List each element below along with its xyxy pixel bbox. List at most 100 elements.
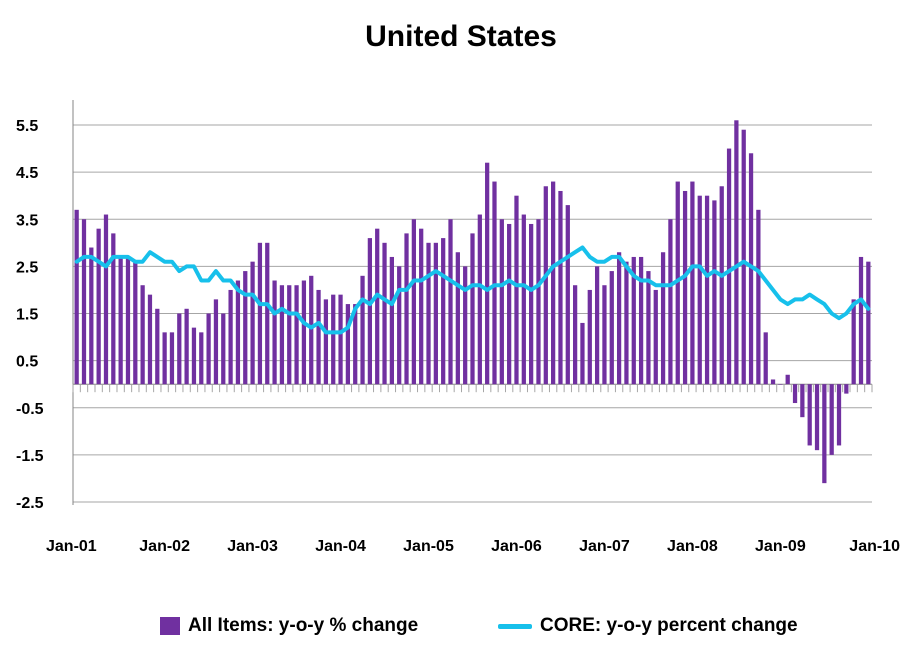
bar <box>653 289 658 385</box>
bar <box>726 148 732 385</box>
chart-plot-area: 5.5 4.5 3.5 2.5 1.5 0.5 -0.5 -1.5 -2.5 Jan-01 Jan-… <box>16 100 900 555</box>
bar <box>397 266 402 385</box>
legend-swatch-bar <box>160 617 180 635</box>
bar <box>404 233 409 385</box>
bar <box>345 304 351 385</box>
bar <box>162 332 167 385</box>
bar <box>829 384 834 455</box>
bar <box>140 285 145 385</box>
bar <box>323 299 329 385</box>
bar <box>309 275 314 385</box>
bar <box>177 313 182 385</box>
legend-item-all-items: All Items: y-o-y % change <box>160 615 418 637</box>
y-tick-label: 4.5 <box>16 165 38 182</box>
bar <box>866 261 871 385</box>
bar <box>382 242 387 385</box>
chart-title: United States <box>365 20 557 53</box>
bar <box>814 384 820 451</box>
bar <box>316 289 321 385</box>
bar <box>836 384 842 446</box>
bar <box>697 195 702 385</box>
bar <box>807 384 812 446</box>
bar <box>587 289 592 385</box>
bar <box>785 374 790 385</box>
bar <box>616 252 622 385</box>
bar <box>353 304 358 385</box>
bar <box>602 285 607 385</box>
bar <box>419 228 424 385</box>
bar <box>529 223 534 385</box>
bar <box>668 219 673 385</box>
bar <box>660 252 666 385</box>
x-tick-label: Jan-07 <box>579 538 630 555</box>
legend-label-core: CORE: y-o-y percent change <box>540 615 798 636</box>
bar <box>279 285 285 385</box>
x-tick-label: Jan-06 <box>491 538 542 555</box>
y-tick-label: 0.5 <box>16 354 38 371</box>
bar <box>111 233 116 385</box>
bar <box>470 233 475 385</box>
bar <box>536 219 541 385</box>
bar <box>756 209 761 385</box>
bar <box>103 214 109 385</box>
bar <box>543 186 548 385</box>
bar <box>741 129 746 385</box>
bar <box>426 242 431 385</box>
x-tick-label: Jan-08 <box>667 538 718 555</box>
bar <box>250 261 255 385</box>
x-tick-label: Jan-03 <box>227 538 278 555</box>
bar <box>375 228 380 385</box>
bar <box>206 313 211 385</box>
bar <box>499 219 504 385</box>
y-tick-label: 2.5 <box>16 259 38 276</box>
bar <box>558 190 563 385</box>
bar <box>565 205 570 385</box>
bar <box>199 332 204 385</box>
bar <box>624 261 629 385</box>
bar <box>778 384 783 385</box>
bar <box>96 228 101 385</box>
bar <box>169 332 175 385</box>
bar <box>455 252 460 385</box>
bar <box>147 294 153 385</box>
bar <box>690 181 695 385</box>
bar <box>734 120 739 385</box>
y-tick-label: 3.5 <box>16 212 38 229</box>
y-tick-label: -0.5 <box>16 401 44 418</box>
bar <box>719 186 724 385</box>
bar <box>89 247 94 385</box>
bar <box>492 181 497 385</box>
x-tick-label: Jan-09 <box>755 538 806 555</box>
y-tick-label: -2.5 <box>16 495 44 512</box>
bar <box>331 294 336 385</box>
bar <box>155 308 160 385</box>
bar <box>675 181 680 385</box>
legend-item-core: CORE: y-o-y percent change <box>498 615 798 637</box>
x-tick-label: Jan-05 <box>403 538 454 555</box>
bar <box>631 256 636 385</box>
bar <box>213 299 219 385</box>
bar <box>265 242 270 385</box>
bar <box>485 162 490 385</box>
bar <box>81 219 87 385</box>
bar <box>800 384 805 418</box>
bar <box>822 384 827 484</box>
y-tick-label: -1.5 <box>16 448 44 465</box>
x-tick-label: Jan-04 <box>315 538 366 555</box>
bar <box>594 266 600 385</box>
bar <box>477 214 482 385</box>
bar <box>287 285 292 385</box>
bar <box>184 308 189 385</box>
bar <box>463 266 468 385</box>
core-line <box>74 245 871 335</box>
y-tick-label: 5.5 <box>16 118 38 135</box>
bar <box>133 261 138 385</box>
bar <box>792 384 798 404</box>
bar <box>74 209 79 385</box>
bar <box>433 242 438 385</box>
bar <box>441 238 446 385</box>
bar <box>763 332 768 385</box>
bar <box>580 322 585 385</box>
bar <box>257 242 263 385</box>
bar <box>507 223 512 385</box>
